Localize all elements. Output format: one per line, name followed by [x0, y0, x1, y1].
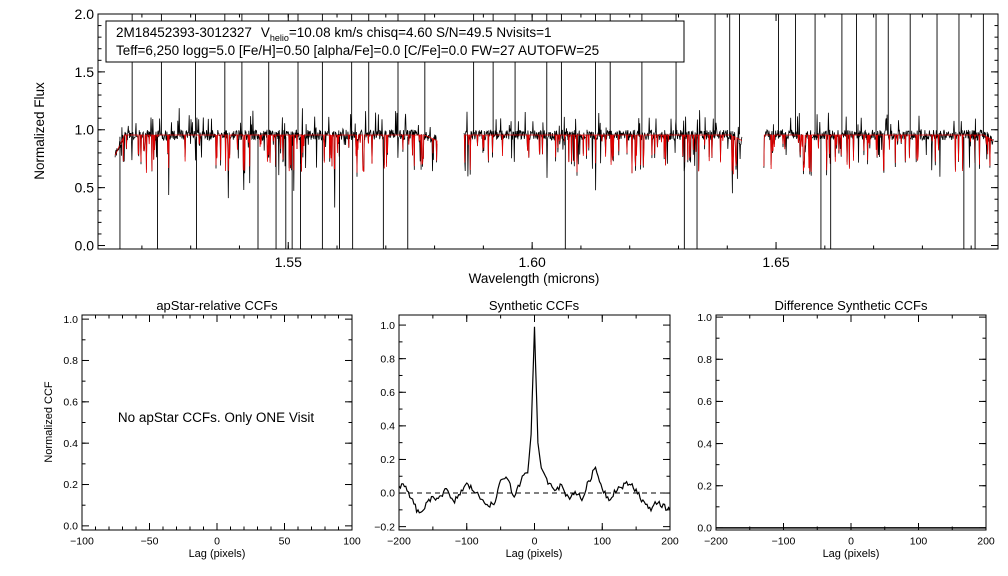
apstar-ccf-ytick-label: 0.4	[63, 438, 78, 450]
synthetic-ccf-xtick-label: −200	[387, 536, 411, 548]
synthetic-ccf-ytick-label: 0.4	[380, 421, 395, 433]
spectrum-ticks: 1.55 1.60 1.65 0.0 0.5 1.0 1.5 2.0	[75, 6, 998, 270]
spectrum-title-line2: Teff=6,250 logg=5.0 [Fe/H]=0.50 [alpha/F…	[116, 43, 599, 58]
difference-ccf-xtick-label: 200	[977, 536, 995, 548]
synthetic-ccf-ytick-label: 0.2	[380, 454, 395, 466]
difference-ccf-ytick-label: 0.4	[697, 438, 712, 450]
apstar-ccf-ticks: −100 −50 0 50 100 0.0 0.2 0.4 0.6 0.8 1.0	[63, 314, 361, 548]
difference-ccf-xlabel: Lag (pixels)	[823, 548, 880, 560]
difference-ccf-axes-frame	[715, 314, 987, 531]
difference-ccf-ytick-label: 0.8	[697, 354, 712, 366]
difference-ccf-xtick-label: 0	[848, 536, 854, 548]
synthetic-ccf-title: Synthetic CCFs	[489, 298, 580, 313]
synthetic-ccf-ytick-label: 0.6	[380, 387, 395, 399]
difference-ccf-panel: −200 −100 0 100 200 0.0 0.2 0.4 0.6 0.8 1.0 Differ…	[697, 298, 995, 560]
spectrum-title-line1: 2M18452393-3012327 Vhelio=10.08 km/s chis…	[116, 25, 552, 43]
spectrum-ytick-label: 0.5	[75, 180, 95, 196]
spectrum-axes-frame	[97, 13, 999, 250]
observed-spectrum-line	[463, 110, 743, 194]
apstar-ccf-panel: −100 −50 0 50 100 0.0 0.2 0.4 0.6 0.8 1.0 apStar-r…	[43, 298, 361, 560]
apstar-ccf-ytick-label: 0.2	[63, 479, 78, 491]
synthetic-ccf-xtick-label: 100	[593, 536, 611, 548]
synthetic-ccf-ytick-label: −0.2	[374, 521, 395, 533]
spectrum-ytick-label: 1.0	[75, 122, 95, 138]
difference-ccf-xtick-label: −100	[772, 536, 796, 548]
difference-ccf-ytick-label: 1.0	[697, 312, 712, 324]
synthetic-ccf-ytick-label: 1.0	[380, 320, 395, 332]
spectrum-xlabel: Wavelength (microns)	[469, 271, 600, 286]
spectrum-xtick-label: 1.65	[762, 254, 789, 270]
spectrum-info-box	[105, 20, 685, 63]
spectrum-xtick-label: 1.55	[275, 254, 302, 270]
spectrum-panel: 1.55 1.60 1.65 0.0 0.5 1.0 1.5 2.0 2M18452393-3…	[32, 6, 999, 286]
difference-ccf-title: Difference Synthetic CCFs	[775, 298, 928, 313]
synthetic-ccf-xtick-label: 200	[661, 536, 679, 548]
apstar-ccf-xtick-label: −100	[70, 536, 94, 548]
apstar-ccf-ytick-label: 0.0	[63, 521, 78, 533]
difference-ccf-ytick-label: 0.2	[697, 480, 712, 492]
apstar-ccf-ytick-label: 0.8	[63, 355, 78, 367]
apstar-ccf-xtick-label: 50	[279, 536, 291, 548]
difference-ccf-ytick-label: 0.6	[697, 396, 712, 408]
difference-ccf-ticks: −200 −100 0 100 200 0.0 0.2 0.4 0.6 0.8 1.0	[697, 312, 995, 548]
synthetic-ccf-ticks: −200 −100 0 100 200 −0.2 0.0 0.2 0.4 0.6 0.8 1.0	[374, 315, 679, 548]
apstar-ccf-ylabel: Normalized CCF	[43, 381, 55, 463]
synthetic-ccf-xtick-label: 0	[532, 536, 538, 548]
apstar-ccf-xtick-label: −50	[141, 536, 159, 548]
spectrum-ytick-label: 1.5	[75, 64, 95, 80]
synthetic-ccf-panel: −200 −100 0 100 200 −0.2 0.0 0.2 0.4 0.6 0.8 1.0 Sy…	[374, 298, 679, 560]
spectrum-xtick-label: 1.60	[519, 254, 546, 270]
apstar-ccf-title: apStar-relative CCFs	[156, 298, 278, 313]
spectrum-ylabel: Normalized Flux	[32, 82, 47, 180]
difference-ccf-ytick-label: 0.0	[697, 523, 712, 535]
synthetic-ccf-ytick-label: 0.0	[380, 488, 395, 500]
apstar-ccf-message: No apStar CCFs. Only ONE Visit	[118, 410, 315, 425]
apstar-ccf-xtick-label: 100	[343, 536, 361, 548]
synthetic-ccf-data-layer	[398, 326, 671, 514]
spectrum-ytick-label: 0.0	[75, 237, 95, 253]
difference-ccf-xtick-label: 100	[910, 536, 928, 548]
apstar-ccf-ytick-label: 1.0	[63, 314, 78, 326]
apstar-ccf-ytick-label: 0.6	[63, 397, 78, 409]
synthetic-ccf-xlabel: Lag (pixels)	[506, 548, 563, 560]
synthetic-ccf-line	[398, 326, 671, 514]
spectrum-ytick-label: 2.0	[75, 6, 95, 22]
difference-ccf-xtick-label: −200	[704, 536, 728, 548]
synthetic-ccf-ytick-label: 0.8	[380, 353, 395, 365]
apstar-ccf-xlabel: Lag (pixels)	[189, 548, 246, 560]
apstar-ccf-xtick-label: 0	[214, 536, 220, 548]
synthetic-ccf-xtick-label: −100	[455, 536, 479, 548]
model-spectrum-line	[463, 134, 743, 175]
model-spectrum-line	[763, 134, 994, 173]
